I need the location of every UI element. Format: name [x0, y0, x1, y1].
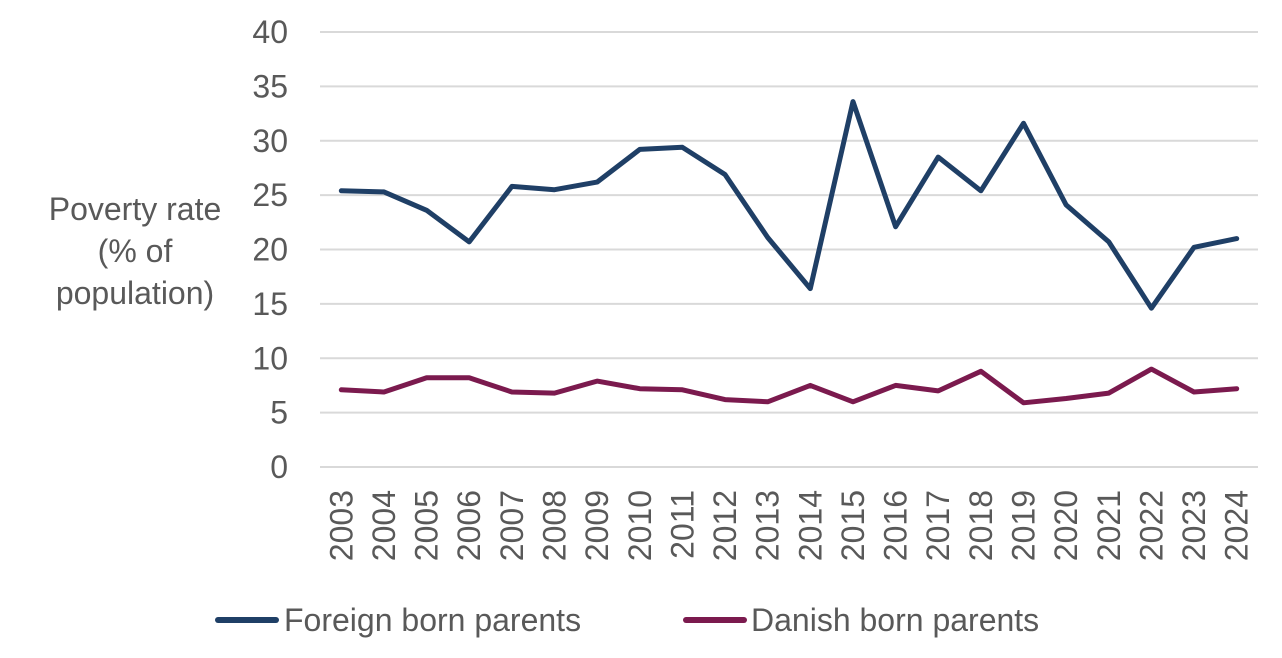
series-line-foreign-born-parents — [338, 99, 1240, 311]
x-tick-label: 2015 — [835, 490, 871, 561]
y-axis-ticks: 0 5 10 15 20 25 30 35 40 — [252, 14, 288, 485]
y-axis-label-line-3: population) — [56, 275, 214, 311]
y-tick-label: 25 — [252, 177, 288, 213]
x-tick-label: 2013 — [750, 490, 786, 561]
x-tick-label: 2010 — [622, 490, 658, 561]
x-tick-label: 2019 — [1006, 490, 1042, 561]
y-tick-label: 30 — [252, 123, 288, 159]
y-tick-label: 10 — [252, 340, 288, 376]
x-tick-label: 2006 — [451, 490, 487, 561]
x-tick-label: 2005 — [409, 490, 445, 561]
y-tick-label: 40 — [252, 14, 288, 50]
y-axis-label-line-1: Poverty rate — [49, 191, 222, 227]
x-tick-label: 2016 — [878, 490, 914, 561]
x-tick-label: 2011 — [664, 490, 700, 559]
x-tick-label: 2022 — [1133, 490, 1169, 561]
legend-label-foreign: Foreign born parents — [284, 602, 581, 638]
x-tick-label: 2018 — [963, 490, 999, 561]
y-tick-label: 20 — [252, 232, 288, 268]
x-tick-label: 2004 — [366, 490, 402, 561]
x-tick-label: 2014 — [792, 490, 828, 561]
series-lines — [338, 99, 1240, 406]
x-tick-label: 2020 — [1048, 490, 1084, 561]
y-tick-label: 35 — [252, 68, 288, 104]
x-tick-label: 2008 — [537, 490, 573, 561]
y-axis-label: Poverty rate (% of population) — [49, 191, 222, 311]
x-tick-label: 2017 — [920, 490, 956, 561]
series-line-danish-born-parents — [338, 366, 1240, 406]
x-tick-label: 2012 — [707, 490, 743, 561]
x-tick-label: 2009 — [579, 490, 615, 561]
x-tick-label: 2023 — [1176, 490, 1212, 561]
x-tick-label: 2007 — [494, 490, 530, 561]
x-tick-label: 2024 — [1219, 490, 1255, 561]
y-tick-label: 15 — [252, 286, 288, 322]
x-axis-ticks: 2003 2004 2005 2006 2007 2008 2009 2010 2011 2012… — [323, 490, 1254, 561]
x-tick-label: 2003 — [323, 490, 359, 561]
y-tick-label: 5 — [270, 395, 288, 431]
x-tick-label: 2021 — [1091, 490, 1127, 561]
legend: Foreign born parents Danish born parents — [215, 602, 1039, 638]
y-tick-label: 0 — [270, 449, 288, 485]
gridlines — [320, 31, 1258, 468]
y-axis-label-line-2: (% of — [98, 233, 173, 269]
legend-label-danish: Danish born parents — [751, 602, 1039, 638]
